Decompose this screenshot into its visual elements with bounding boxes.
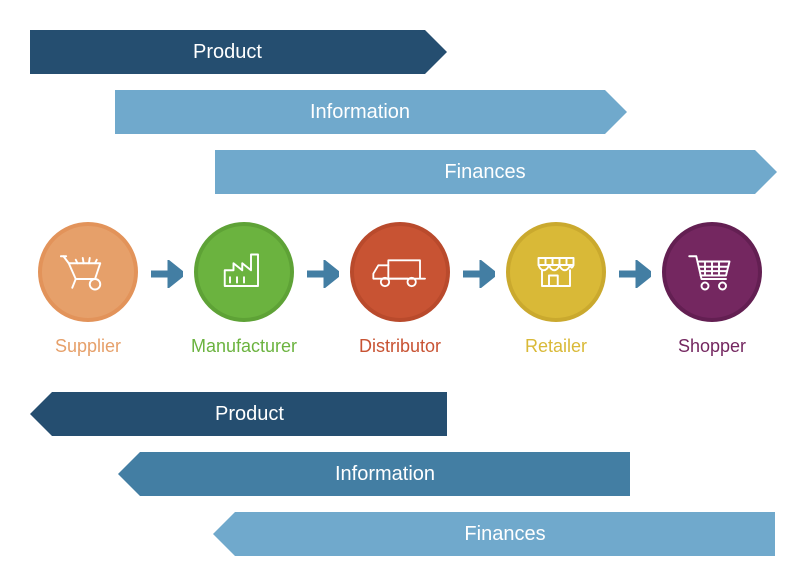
bottom-bar-finances: Finances [235,512,775,556]
store-icon [506,222,606,322]
node-supplier-label: Supplier [55,336,121,357]
supply-chain-row: Supplier Manufacturer Distributor [30,222,770,357]
bottom-bar-product: Product [52,392,447,436]
top-bar-finances: Finances [215,150,755,194]
node-shopper: Shopper [654,222,770,357]
node-distributor: Distributor [342,222,458,357]
node-manufacturer: Manufacturer [186,222,302,357]
chain-arrow-icon [302,260,342,288]
node-retailer-label: Retailer [525,336,587,357]
chain-arrow-icon [146,260,186,288]
top-bar-product: Product [30,30,425,74]
node-manufacturer-label: Manufacturer [191,336,297,357]
top-bar-information: Information [115,90,605,134]
bottom-bar-information: Information [140,452,630,496]
factory-icon [194,222,294,322]
node-supplier: Supplier [30,222,146,357]
node-shopper-label: Shopper [678,336,746,357]
node-retailer: Retailer [498,222,614,357]
truck-icon [350,222,450,322]
cart-icon [662,222,762,322]
chain-arrow-icon [458,260,498,288]
chain-arrow-icon [614,260,654,288]
node-distributor-label: Distributor [359,336,441,357]
wheelbarrow-icon [38,222,138,322]
